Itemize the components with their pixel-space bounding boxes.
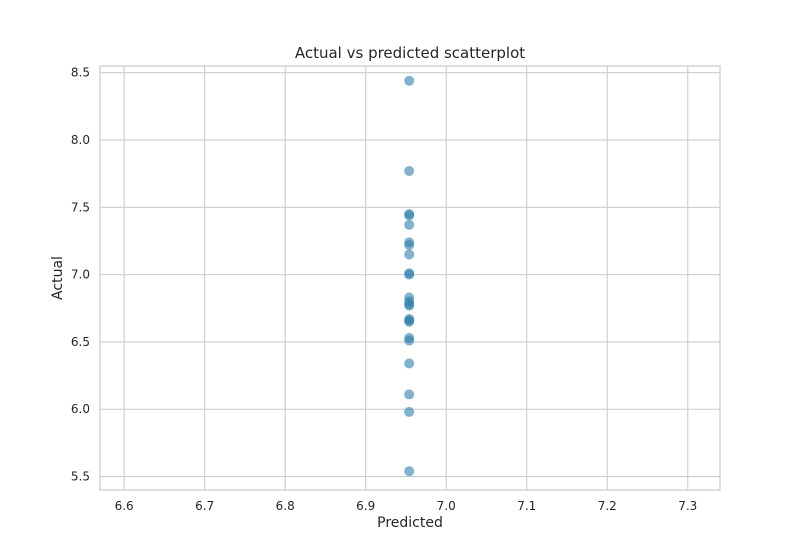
y-axis-label: Actual <box>50 256 66 300</box>
data-point <box>404 358 415 369</box>
data-point <box>404 300 415 311</box>
data-point <box>404 269 415 280</box>
y-tick-label: 5.5 <box>71 470 90 484</box>
x-tick-label: 6.6 <box>115 499 134 513</box>
y-tick-label: 8.0 <box>71 133 90 147</box>
y-tick-label: 7.0 <box>71 268 90 282</box>
data-point <box>404 249 415 260</box>
data-point <box>404 75 415 86</box>
data-point <box>404 210 415 221</box>
data-points <box>404 75 415 477</box>
x-tick-label: 7.1 <box>517 499 536 513</box>
plot-frame <box>99 65 721 491</box>
x-tick-label: 7.3 <box>678 499 697 513</box>
y-tick-label: 7.5 <box>71 200 90 214</box>
data-point <box>404 240 415 251</box>
chart-title: Actual vs predicted scatterplot <box>295 44 525 62</box>
x-tick-label: 6.8 <box>276 499 295 513</box>
grid-lines <box>100 66 720 490</box>
x-axis-label: Predicted <box>377 515 443 531</box>
data-point <box>404 406 415 417</box>
y-tick-labels: 5.5 6.0 6.5 7.0 7.5 8.0 8.5 <box>71 66 90 484</box>
x-tick-label: 6.9 <box>356 499 375 513</box>
x-tick-label: 6.7 <box>195 499 214 513</box>
y-tick-label: 8.5 <box>71 66 90 80</box>
data-point <box>404 466 415 477</box>
x-tick-labels: 6.6 6.7 6.8 6.9 7.0 7.1 7.2 7.3 <box>115 499 698 513</box>
y-tick-label: 6.5 <box>71 335 90 349</box>
data-point <box>404 389 415 400</box>
y-tick-label: 6.0 <box>71 402 90 416</box>
x-tick-label: 7.0 <box>437 499 456 513</box>
data-point <box>404 335 415 346</box>
data-point <box>404 316 415 327</box>
x-tick-label: 7.2 <box>598 499 617 513</box>
data-point <box>404 165 415 176</box>
data-point <box>404 219 415 230</box>
